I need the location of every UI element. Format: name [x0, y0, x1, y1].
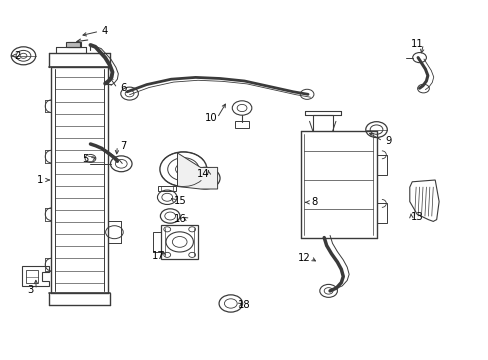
- Bar: [152, 232, 161, 252]
- Bar: [66, 42, 80, 47]
- Text: 3: 3: [27, 285, 33, 295]
- Text: 1: 1: [37, 175, 43, 185]
- Text: 18: 18: [237, 300, 250, 310]
- Text: 10: 10: [204, 113, 217, 123]
- Text: 7: 7: [120, 141, 126, 151]
- Text: 12: 12: [298, 253, 310, 263]
- Text: 16: 16: [173, 213, 186, 224]
- Text: 2: 2: [14, 51, 20, 61]
- Text: 14: 14: [196, 168, 209, 179]
- Text: 17: 17: [151, 251, 164, 261]
- Polygon shape: [177, 153, 217, 189]
- Text: 9: 9: [385, 136, 391, 146]
- Bar: [376, 203, 386, 223]
- Bar: [234, 121, 249, 128]
- Bar: [376, 155, 386, 175]
- Text: 15: 15: [173, 195, 186, 206]
- Text: 6: 6: [120, 83, 126, 93]
- Text: 8: 8: [311, 197, 317, 207]
- Text: 11: 11: [410, 39, 423, 49]
- Text: 13: 13: [410, 212, 423, 222]
- Bar: [26, 270, 38, 283]
- Bar: [68, 42, 81, 47]
- Bar: [158, 186, 176, 191]
- Text: 5: 5: [82, 154, 89, 165]
- Text: 4: 4: [102, 26, 108, 36]
- Bar: [161, 225, 198, 259]
